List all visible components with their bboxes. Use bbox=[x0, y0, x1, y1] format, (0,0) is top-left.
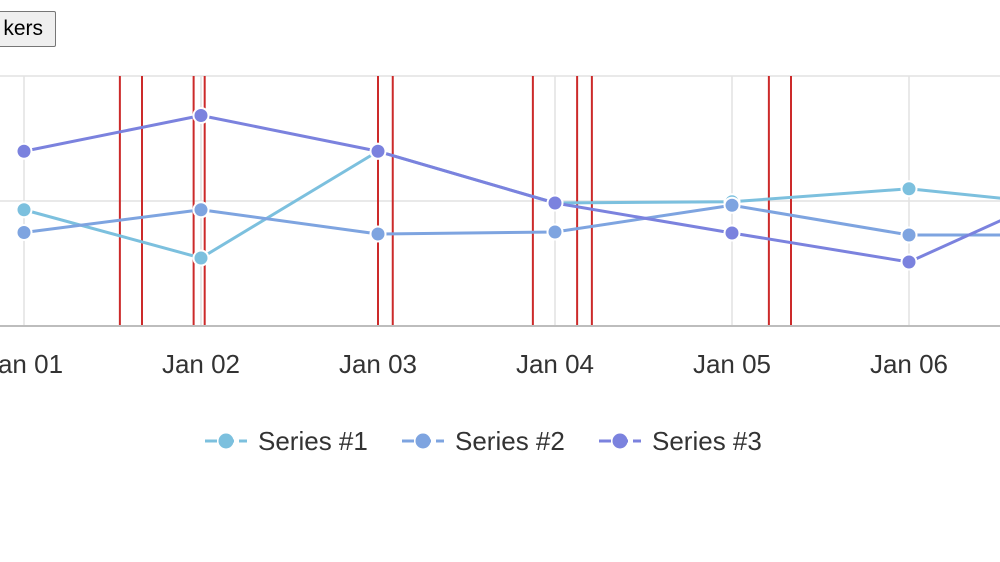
data-point bbox=[900, 226, 918, 244]
legend-label: Series #3 bbox=[652, 426, 762, 456]
series-2 bbox=[15, 196, 1000, 244]
grid bbox=[0, 75, 1000, 326]
x-tick-label: Jan 01 bbox=[0, 349, 63, 379]
series bbox=[15, 107, 1000, 271]
data-point bbox=[723, 196, 741, 214]
data-point bbox=[546, 194, 564, 212]
toggle-markers-button[interactable]: kers bbox=[0, 11, 56, 47]
legend-item-series-1[interactable]: Series #1 bbox=[205, 426, 368, 456]
series-3 bbox=[15, 107, 1000, 271]
legend-label: Series #1 bbox=[258, 426, 368, 456]
marker-bands bbox=[118, 76, 792, 326]
series-1 bbox=[15, 142, 1000, 267]
x-tick-label: Jan 06 bbox=[870, 349, 948, 379]
data-point bbox=[369, 225, 387, 243]
data-point bbox=[900, 253, 918, 271]
legend-item-series-2[interactable]: Series #2 bbox=[402, 426, 565, 456]
data-point bbox=[15, 201, 33, 219]
x-tick-label: Jan 02 bbox=[162, 349, 240, 379]
data-point bbox=[192, 107, 210, 124]
series-line bbox=[23, 114, 1000, 264]
x-tick-label: Jan 05 bbox=[693, 349, 771, 379]
legend-item-series-3[interactable]: Series #3 bbox=[599, 426, 762, 456]
data-point bbox=[15, 142, 33, 160]
legend-swatch-dot bbox=[612, 433, 628, 449]
data-point bbox=[723, 224, 741, 242]
legend-label: Series #2 bbox=[455, 426, 565, 456]
legend[interactable]: Series #1 Series #2 Series #3 bbox=[205, 426, 762, 456]
data-point bbox=[15, 224, 33, 241]
legend-swatch-dot bbox=[218, 433, 234, 449]
data-point bbox=[192, 201, 210, 219]
data-point bbox=[369, 142, 387, 160]
x-tick-label: Jan 04 bbox=[516, 349, 594, 379]
data-point bbox=[192, 249, 210, 267]
legend-swatch-dot bbox=[415, 433, 431, 449]
data-point bbox=[900, 180, 918, 198]
series-line bbox=[23, 203, 1000, 237]
x-tick-label: Jan 03 bbox=[339, 349, 417, 379]
data-point bbox=[546, 223, 564, 241]
series-line bbox=[23, 149, 1000, 260]
